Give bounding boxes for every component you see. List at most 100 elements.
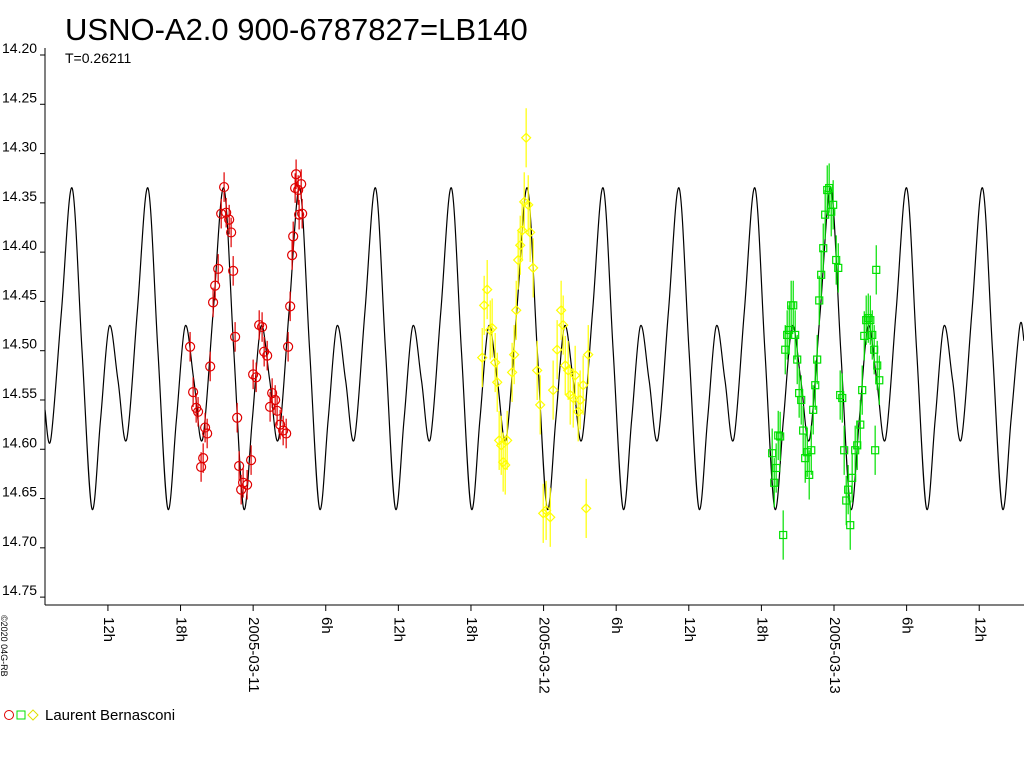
data-point [872,265,881,274]
data-point [819,244,828,253]
data-point [838,393,847,403]
data-point [811,381,820,390]
x-tick-label: 6h [899,617,916,634]
data-point [813,355,822,364]
data-point [866,316,875,325]
data-point [489,357,501,368]
data-point [871,446,880,455]
data-point [868,330,877,340]
data-point [506,367,518,378]
data-point [236,484,247,495]
x-tick-label: 18h [753,617,770,642]
data-point [534,399,546,411]
data-point [484,324,496,336]
data-point [572,406,584,418]
data-point [501,435,513,446]
data-point [481,284,493,295]
data-point [851,446,860,455]
y-tick-label: 14.75 [2,582,37,598]
data-point [486,322,498,334]
data-point [791,330,800,340]
chart-subtitle: T=0.26211 [65,50,132,66]
data-point [858,386,867,395]
data-point [799,426,808,435]
data-point [245,455,257,466]
legend-marker [16,710,26,720]
data-point [544,511,556,523]
data-point [531,365,543,376]
data-point [497,456,509,468]
data-point [512,254,524,266]
data-point [219,181,230,193]
data-point [283,341,294,352]
x-tick-label: 2005-03-11 [245,617,262,693]
y-tick-label: 14.55 [2,385,37,401]
y-tick-label: 14.30 [2,139,37,155]
data-point [272,405,283,416]
y-tick-label: 14.25 [2,89,37,105]
data-point [232,412,243,423]
data-point [297,208,308,219]
data-point [829,200,838,209]
x-tick-label: 12h [971,617,988,642]
y-tick-label: 14.20 [2,40,37,56]
data-point [224,214,235,225]
legend-marker [4,710,14,720]
y-tick-label: 14.35 [2,188,37,204]
data-point [783,330,792,340]
data-point [815,296,824,305]
data-point [805,470,814,479]
data-point [267,387,278,399]
data-point [577,379,589,391]
y-tick-label: 14.65 [2,484,37,500]
data-point [228,265,239,276]
data-point [270,394,281,406]
data-point [288,231,299,242]
data-point [491,376,503,388]
x-tick-label: 2005-03-12 [536,617,553,694]
data-point [873,361,882,370]
data-point [514,239,526,251]
data-point [846,521,855,530]
data-point [508,349,520,360]
data-point [569,369,581,381]
data-point [776,432,785,441]
data-point [557,319,569,331]
data-point [832,255,841,265]
data-point [285,301,296,312]
data-point [862,316,871,325]
data-point [202,428,213,439]
data-point [281,428,292,439]
data-point [221,207,232,218]
data-point [251,372,262,383]
data-point [779,530,788,540]
copyright: ©2020 04G-RB [0,615,9,677]
data-point [499,459,511,471]
data-point [856,420,865,429]
data-point [524,227,536,238]
data-point [789,301,798,310]
data-point [510,304,522,316]
data-point [547,384,559,396]
x-tick-label: 12h [390,617,407,642]
data-point [278,425,289,436]
data-point [562,365,574,376]
data-point [234,460,245,472]
y-tick-label: 14.40 [2,237,37,253]
data-point [522,199,534,211]
data-point [540,505,552,516]
data-point [875,376,884,385]
data-point [287,249,298,261]
x-tick-label: 2005-03-13 [826,617,843,694]
data-point [256,321,268,333]
y-tick-label: 14.50 [2,336,37,352]
data-point [241,479,253,490]
x-tick-label: 12h [100,617,117,642]
data-point [817,270,826,279]
x-tick-label: 6h [608,617,625,634]
y-tick-label: 14.70 [2,533,37,549]
data-point [840,446,849,455]
data-point [198,453,209,464]
data-point [207,297,219,308]
data-point [809,405,818,414]
